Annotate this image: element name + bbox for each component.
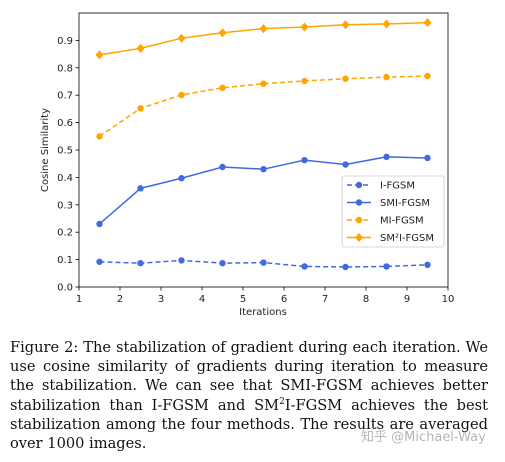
data-point — [177, 33, 186, 43]
line-chart: 1 2 3 4 5 6 7 8 9 10 0.00.10.20.30.40.50.60.70.80… — [40, 12, 455, 318]
data-point — [342, 161, 349, 168]
data-point — [341, 20, 350, 30]
data-point — [219, 259, 226, 267]
x-tick-label: 1 — [76, 294, 82, 305]
x-tick-label: 6 — [281, 294, 287, 305]
data-point — [136, 43, 145, 53]
series-smi-fgsm — [96, 153, 431, 228]
data-point — [342, 75, 349, 82]
legend-label: SMI-FGSM — [380, 198, 430, 209]
data-point — [424, 72, 431, 80]
data-point — [260, 80, 267, 87]
data-point — [301, 77, 308, 85]
y-axis-ticks: 0.0 0.1 0.2 0.3 0.4 0.5 0.6 0.7 0.8 0.9 — [57, 36, 79, 294]
data-point — [218, 28, 227, 38]
x-tick-label: 2 — [117, 294, 123, 305]
data-point — [96, 220, 103, 228]
data-point — [424, 154, 431, 162]
x-tick-label: 4 — [199, 294, 205, 305]
x-tick-label: 7 — [322, 294, 328, 305]
legend-marker — [355, 181, 363, 189]
data-point — [301, 263, 308, 270]
data-point — [383, 153, 390, 161]
data-point — [178, 257, 185, 264]
y-tick-label: 0.8 — [57, 63, 73, 74]
caption-superscript: 2 — [279, 396, 285, 407]
legend-frame — [341, 175, 445, 248]
data-point — [260, 259, 267, 266]
data-point — [137, 105, 144, 112]
y-tick-label: 0.7 — [57, 91, 73, 102]
legend-marker — [355, 216, 363, 224]
legend-marker — [355, 199, 363, 206]
y-tick-label: 0.0 — [57, 283, 73, 294]
y-tick-label: 0.3 — [57, 200, 73, 211]
legend: I-FGSM SMI-FGSM MI-FGSM SM²I-FGSM — [341, 175, 445, 248]
legend-marker — [355, 233, 363, 242]
data-point — [382, 19, 391, 29]
data-point — [383, 73, 390, 81]
x-tick-label: 3 — [158, 294, 164, 305]
caption-text-part2: I-FGSM achieves the best stabilization a… — [10, 396, 488, 453]
series-i-fgsm — [96, 257, 431, 271]
y-tick-label: 0.2 — [57, 228, 73, 239]
data-point — [383, 263, 390, 270]
y-tick-label: 0.1 — [57, 255, 73, 266]
x-axis-title: Iterations — [239, 307, 287, 318]
series-sm-i-fgsm — [95, 18, 432, 60]
data-point — [178, 175, 185, 182]
x-tick-label: 5 — [240, 294, 246, 305]
data-point — [424, 261, 431, 269]
data-point — [219, 84, 226, 92]
x-tick-label: 9 — [404, 294, 410, 305]
data-point — [219, 163, 226, 171]
data-point — [137, 185, 144, 192]
series-line — [99, 75, 428, 137]
caption-text-part1: The stabilization of gradient during eac… — [10, 339, 488, 414]
data-point — [137, 259, 144, 267]
legend-label: I-FGSM — [380, 181, 415, 192]
y-axis-title: Cosine Similarity — [40, 108, 51, 192]
legend-label: MI-FGSM — [380, 216, 424, 227]
caption-label: Figure 2: — [10, 339, 79, 356]
data-point — [95, 50, 104, 60]
data-point — [96, 258, 103, 265]
data-point — [96, 133, 103, 140]
data-point — [259, 24, 268, 34]
y-tick-label: 0.5 — [57, 146, 73, 157]
legend-label: SM²I-FGSM — [380, 233, 434, 244]
data-point — [300, 22, 309, 32]
data-point — [342, 263, 349, 271]
y-tick-label: 0.4 — [57, 173, 73, 184]
series-mi-fgsm — [96, 72, 431, 140]
data-point — [260, 165, 267, 173]
data-point — [178, 91, 185, 99]
figure-caption: Figure 2: The stabilization of gradient … — [10, 338, 488, 453]
y-tick-label: 0.9 — [57, 36, 73, 47]
x-tick-label: 8 — [363, 294, 369, 305]
x-tick-label: 10 — [442, 294, 455, 305]
x-axis-ticks: 1 2 3 4 5 6 7 8 9 10 — [76, 287, 455, 305]
series-layer — [95, 18, 432, 271]
data-point — [423, 18, 432, 28]
data-point — [301, 156, 308, 164]
y-tick-label: 0.6 — [57, 118, 73, 129]
